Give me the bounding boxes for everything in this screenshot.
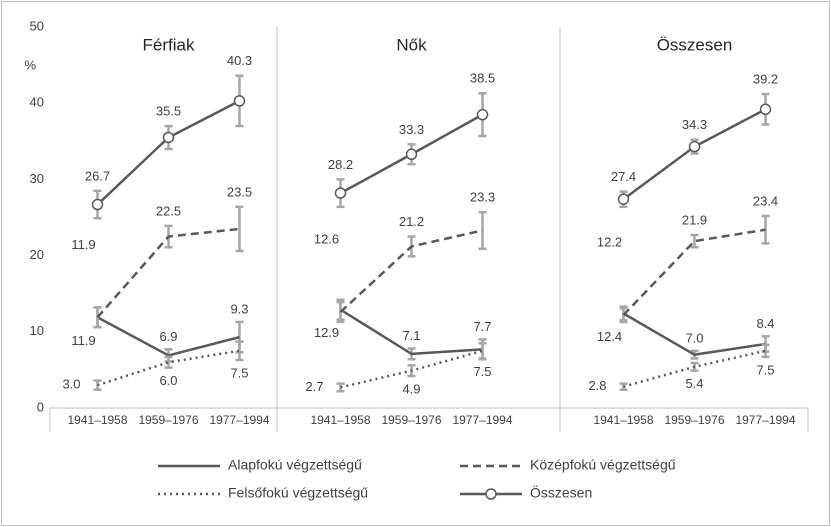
data-label: 11.9 xyxy=(71,333,95,348)
x-tick-label: 1959–1976 xyxy=(664,413,724,427)
data-label: 23.3 xyxy=(470,190,495,205)
data-label: 12.4 xyxy=(597,329,622,344)
data-label: 39.2 xyxy=(753,71,778,86)
y-tick-label: 40 xyxy=(30,95,44,110)
data-label: 27.4 xyxy=(611,169,636,184)
y-tick-label: 20 xyxy=(30,247,44,262)
series-line xyxy=(340,349,483,389)
y-axis-label: % xyxy=(24,57,36,72)
panel-title: Férfiak xyxy=(143,35,195,54)
marker xyxy=(233,95,246,107)
marker xyxy=(759,103,772,116)
data-label: 35.5 xyxy=(156,103,181,118)
data-label: 11.9 xyxy=(71,237,95,252)
data-label: 21.9 xyxy=(682,212,707,227)
x-tick-label: 1941–1958 xyxy=(593,413,653,427)
y-tick-label: 0 xyxy=(37,399,44,414)
data-label: 34.3 xyxy=(682,117,707,132)
y-tick-label: 10 xyxy=(30,323,44,338)
series-line xyxy=(339,308,483,356)
y-tick-label: 50 xyxy=(30,18,44,33)
x-tick-label: 1959–1976 xyxy=(381,413,441,427)
data-label: 7.7 xyxy=(473,319,491,334)
data-label: 12.2 xyxy=(597,234,622,249)
legend-marker xyxy=(485,488,497,500)
data-label: 23.4 xyxy=(753,193,778,208)
marker xyxy=(617,193,630,205)
marker xyxy=(476,108,489,121)
x-tick-label: 1959–1976 xyxy=(138,413,198,427)
panel-title: Nők xyxy=(396,35,427,54)
series-line xyxy=(623,349,766,388)
legend-label: Felsőfokú végzettségű xyxy=(228,485,368,501)
data-label: 40.3 xyxy=(227,53,252,68)
data-label: 7.0 xyxy=(685,330,703,345)
data-label: 23.5 xyxy=(227,184,252,199)
data-label: 38.5 xyxy=(470,71,495,86)
data-label: 33.3 xyxy=(399,122,424,137)
panel-title: Összesen xyxy=(657,35,733,54)
data-label: 4.9 xyxy=(402,381,420,396)
legend-label: Alapfokú végzettségű xyxy=(228,457,362,473)
y-tick-label: 30 xyxy=(30,171,44,186)
data-label: 26.7 xyxy=(85,168,110,183)
series-line xyxy=(622,228,766,316)
data-label: 22.5 xyxy=(156,203,181,218)
data-label: 6.0 xyxy=(159,373,177,388)
x-tick-label: 1977–1994 xyxy=(452,413,512,427)
data-label: 28.2 xyxy=(328,157,353,172)
data-label: 8.4 xyxy=(756,316,774,331)
marker xyxy=(688,140,701,153)
marker xyxy=(162,131,175,144)
series-line xyxy=(96,316,240,357)
series-line xyxy=(97,349,240,387)
data-label: 2.8 xyxy=(588,378,606,393)
data-label: 2.7 xyxy=(305,379,323,394)
data-label: 12.9 xyxy=(314,325,339,340)
data-label: 12.6 xyxy=(314,231,339,246)
data-label: 7.5 xyxy=(756,362,774,377)
data-label: 3.0 xyxy=(62,377,80,392)
data-label: 5.4 xyxy=(685,376,703,391)
x-tick-label: 1977–1994 xyxy=(735,413,795,427)
series-line xyxy=(622,312,766,356)
legend-label: Összesen xyxy=(530,484,592,501)
data-label: 6.9 xyxy=(159,329,177,344)
marker xyxy=(405,148,418,161)
legend-label: Középfokú végzettségű xyxy=(530,457,676,473)
marker xyxy=(334,187,347,199)
series-line xyxy=(339,229,483,313)
x-tick-label: 1977–1994 xyxy=(209,413,269,427)
data-label: 7.5 xyxy=(230,365,248,380)
marker xyxy=(91,198,104,211)
data-label: 9.3 xyxy=(230,301,248,316)
x-tick-label: 1941–1958 xyxy=(310,413,370,427)
data-label: 7.1 xyxy=(402,328,420,343)
series-line xyxy=(96,227,240,319)
data-label: 21.2 xyxy=(399,214,424,229)
data-label: 7.5 xyxy=(473,364,491,379)
x-tick-label: 1941–1958 xyxy=(67,413,127,427)
